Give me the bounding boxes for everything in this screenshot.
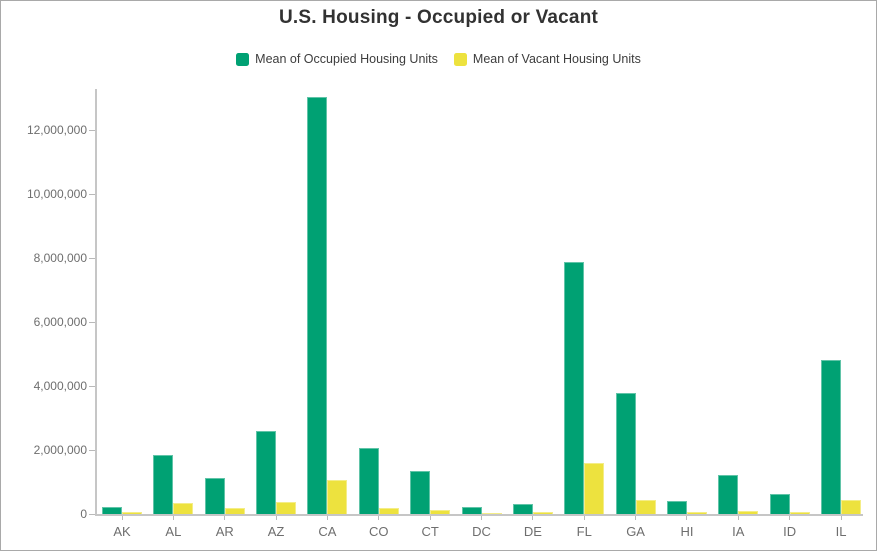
legend-label-vacant: Mean of Vacant Housing Units [472,52,641,66]
bar-vacant-IA[interactable] [738,511,758,514]
x-axis-label: AZ [267,524,285,539]
bar-vacant-IL[interactable] [841,500,861,514]
x-tick-mark [583,516,585,520]
bar-vacant-CA[interactable] [327,480,347,514]
legend: Mean of Occupied Housing Units Mean of V… [1,52,876,66]
bar-vacant-AL[interactable] [173,503,193,514]
bar-occupied-CT[interactable] [410,471,430,514]
x-axis-label: IA [732,524,745,539]
legend-item-occupied[interactable]: Mean of Occupied Housing Units [236,52,438,66]
x-axis-label: CT [421,524,439,539]
bar-occupied-DE[interactable] [513,504,533,514]
y-axis-line [95,89,97,516]
x-axis-label: GA [626,524,645,539]
bar-vacant-CT[interactable] [430,510,450,514]
bar-vacant-CO[interactable] [379,508,399,514]
legend-swatch-occupied-icon [236,52,250,66]
x-axis-label: HI [680,524,694,539]
x-tick-mark [635,516,637,520]
x-axis-label: DC [472,524,491,539]
x-tick-mark [481,516,483,520]
y-tick-mark [89,193,95,195]
bar-vacant-FL[interactable] [584,463,604,514]
x-axis-label: DE [523,524,542,539]
y-axis-label: 0 [80,507,87,521]
legend-item-vacant[interactable]: Mean of Vacant Housing Units [453,52,641,66]
bar-occupied-CA[interactable] [307,97,327,514]
y-tick-mark [89,321,95,323]
bar-occupied-AZ[interactable] [256,431,276,514]
x-axis-label: AL [165,524,182,539]
y-tick-mark [89,257,95,259]
bar-occupied-FL[interactable] [564,262,584,514]
legend-swatch-vacant-icon [453,52,467,66]
legend-label-occupied: Mean of Occupied Housing Units [255,52,438,66]
bar-occupied-AR[interactable] [205,478,225,514]
x-axis-label: FL [576,524,592,539]
x-tick-mark [224,516,226,520]
y-tick-mark [89,129,95,131]
bar-vacant-DE[interactable] [533,512,553,514]
x-axis-label: ID [783,524,797,539]
x-tick-mark [737,516,739,520]
y-tick-mark [89,449,95,451]
bar-occupied-ID[interactable] [770,494,790,514]
bar-occupied-DC[interactable] [462,507,482,514]
bar-vacant-AZ[interactable] [276,502,296,514]
x-axis-label: CO [369,524,389,539]
bar-vacant-HI[interactable] [687,512,707,514]
x-tick-mark [378,516,380,520]
bar-occupied-GA[interactable] [616,393,636,514]
bar-vacant-AR[interactable] [225,508,245,514]
bar-vacant-DC[interactable] [482,513,502,514]
bar-occupied-HI[interactable] [667,501,687,514]
x-tick-mark [840,516,842,520]
x-tick-mark [789,516,791,520]
bar-vacant-GA[interactable] [636,500,656,514]
bar-occupied-IA[interactable] [718,475,738,514]
y-axis-label: 6,000,000 [33,315,87,329]
y-tick-mark [89,385,95,387]
x-axis-label: CA [318,524,337,539]
bar-occupied-IL[interactable] [821,360,841,514]
y-axis-label: 4,000,000 [33,379,87,393]
bar-vacant-AK[interactable] [122,512,142,514]
y-axis-label: 2,000,000 [33,443,87,457]
bar-occupied-AL[interactable] [153,455,173,514]
bar-vacant-ID[interactable] [790,512,810,514]
x-tick-mark [326,516,328,520]
x-axis-label: AR [215,524,234,539]
x-tick-mark [275,516,277,520]
x-tick-mark [429,516,431,520]
chart-title: U.S. Housing - Occupied or Vacant [278,7,599,28]
y-axis-label: 8,000,000 [33,251,87,265]
x-tick-mark [121,516,123,520]
y-axis-label: 12,000,000 [26,123,87,137]
bar-occupied-AK[interactable] [102,507,122,514]
x-tick-mark [686,516,688,520]
bar-occupied-CO[interactable] [359,448,379,514]
y-axis-label: 10,000,000 [26,187,87,201]
x-axis-line [95,514,863,516]
x-tick-mark [532,516,534,520]
x-axis-label: IL [835,524,847,539]
x-tick-mark [172,516,174,520]
y-tick-mark [89,513,95,515]
x-axis-label: AK [113,524,131,539]
